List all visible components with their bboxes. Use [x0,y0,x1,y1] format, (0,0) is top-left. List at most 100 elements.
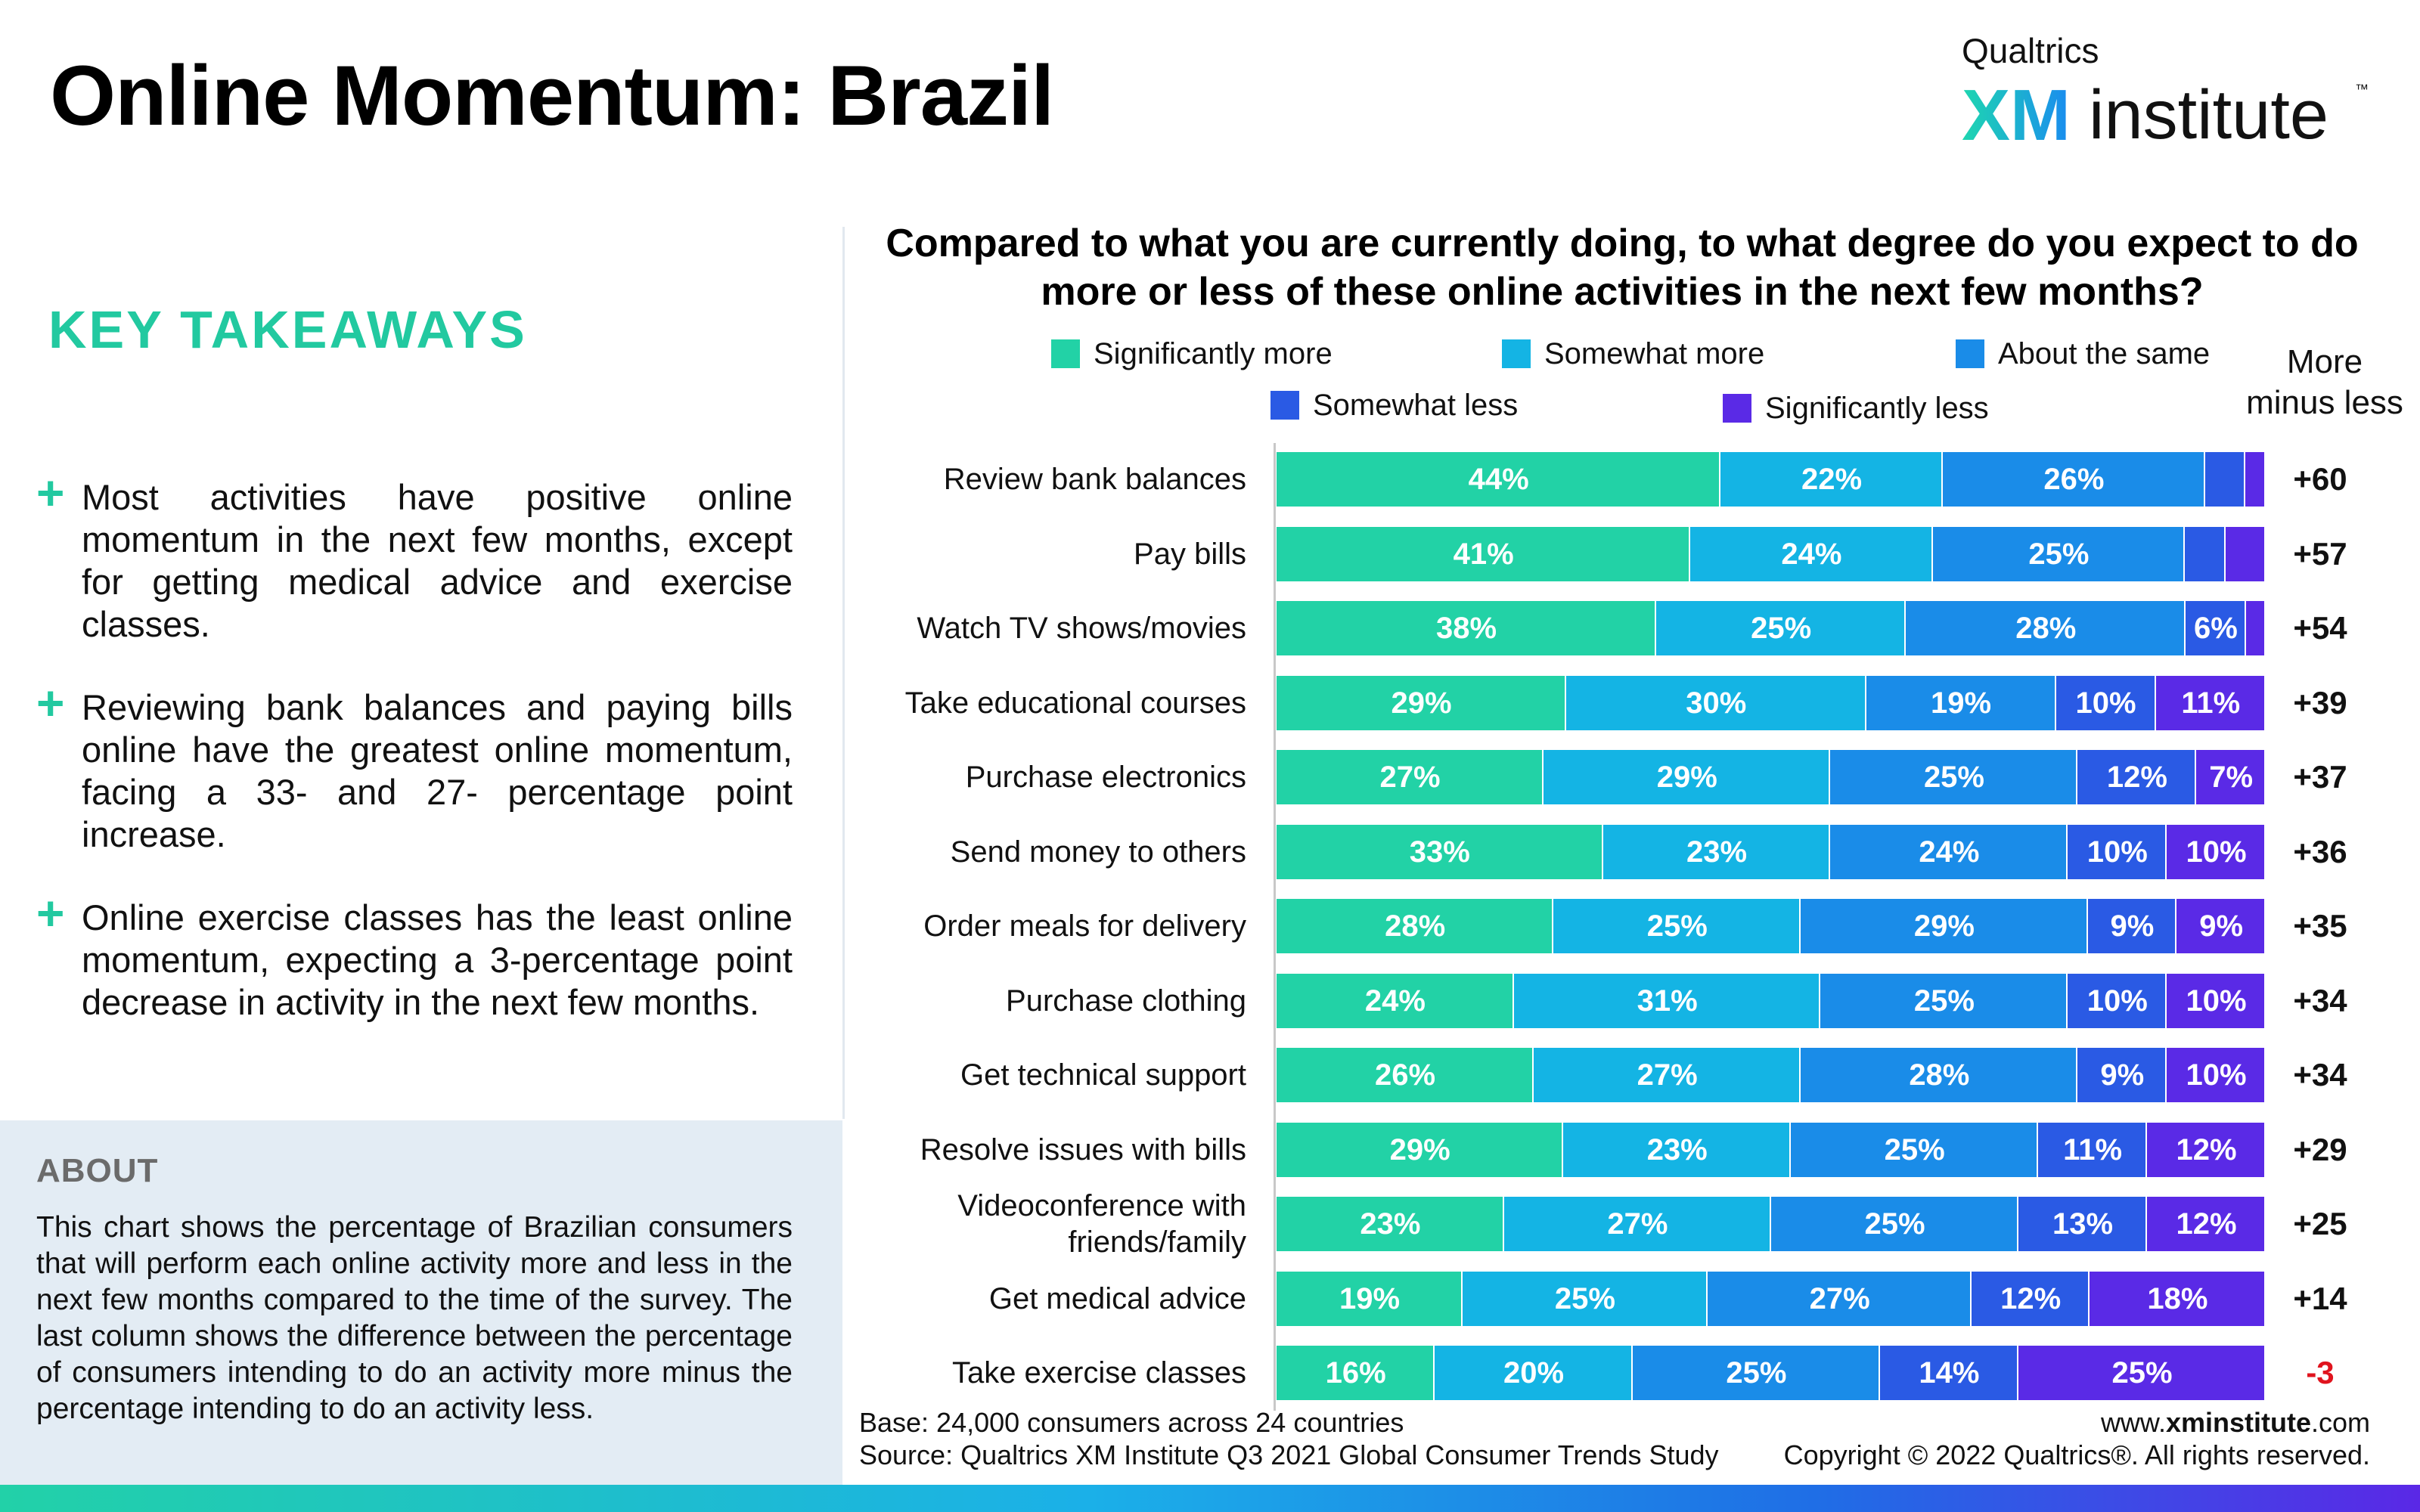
bar-data-label: 24% [1919,835,1980,869]
footer-url[interactable]: www.xminstitute.com [2100,1407,2370,1438]
bar-data-label: 24% [1781,538,1842,571]
category-label: Purchase clothing [1006,984,1246,1018]
net-value: +57 [2293,536,2347,572]
bar-segment [1513,974,1820,1028]
bar-segment [2167,1048,2264,1102]
category-label: Watch TV shows/movies [917,612,1246,645]
bar-segment [1820,974,2067,1028]
legend-item-somewhat-more: Somewhat more [1502,337,1764,371]
bar-segment [2155,676,2264,730]
bar-data-label: 10% [2086,835,2148,869]
bar-segment [2038,1123,2146,1177]
logo-xm-text: XM [1962,75,2071,156]
category-label: Resolve issues with bills [920,1133,1246,1167]
bar-segment [2077,1048,2166,1102]
bar-segment [1277,676,1565,730]
bar-data-label: 13% [2052,1207,2114,1241]
net-header-line-1: More [2286,343,2363,380]
bar-segment [1632,1346,1879,1400]
bar-segment [1277,1123,1562,1177]
plus-icon: + [36,466,65,520]
bar-segment [2225,527,2264,581]
bar-data-label: 11% [2181,686,2241,720]
bar-data-label: 18% [2147,1282,2208,1315]
bar-segment [1463,1272,1706,1326]
logo-qualtrics-text: Qualtrics [1962,31,2099,70]
plus-icon: + [36,676,65,730]
footer-credits: www.xminstitute.com Copyright © 2022 Qua… [1784,1406,2370,1471]
category-label: Review bank balances [943,463,1246,496]
bar-data-label: 25% [1646,909,1708,943]
bar-segment [1906,601,2185,655]
page-title: Online Momentum: Brazil [50,48,1054,143]
bar-data-label: 30% [1686,686,1747,720]
bar-segment [1801,899,2086,953]
legend-swatch [1502,339,1531,368]
bar-data-label: 26% [2043,463,2105,496]
chart-title: Compared to what you are currently doing… [886,222,2359,314]
net-value: +34 [2293,1057,2347,1092]
bar-segment [1277,899,1553,953]
bar-data-label: 27% [1607,1207,1668,1241]
bar-data-label: 12% [2106,761,2167,794]
bar-segment [1690,527,1931,581]
takeaway-text: Reviewing bank balances and paying bills… [82,687,793,854]
net-value: +34 [2293,983,2347,1018]
bar-data-label: 19% [1930,686,1992,720]
bar-data-label: 24% [1364,984,1426,1018]
bar-segment [2147,1123,2264,1177]
bar-segment [2087,899,2176,953]
about-panel: ABOUT This chart shows the percentage of… [0,1120,842,1485]
legend-swatch [1723,394,1751,423]
column-divider [842,227,845,1119]
bar-segment [2196,750,2264,804]
net-value: +35 [2293,908,2347,943]
bar-data-label: 25% [1884,1133,1945,1167]
bar-data-label: 29% [1389,1133,1450,1167]
category-label: Purchase electronics [965,761,1246,794]
bar-segment [1932,527,2184,581]
legend-item-significantly-more: Significantly more [1051,337,1333,371]
bar-data-label: 27% [1637,1058,1698,1092]
bar-data-label: 7% [2209,761,2254,794]
bar-segment [2147,1197,2264,1251]
net-value: +37 [2293,759,2347,795]
takeaway-item-3: + Online exercise classes has the least … [36,889,793,1024]
bar-data-label: 29% [1913,909,1975,943]
bar-segment [1503,1197,1770,1251]
legend-label: About the same [1998,337,2211,370]
category-label: Get technical support [960,1058,1246,1092]
bar-segment [1830,750,2077,804]
bar-data-label: 31% [1637,984,1698,1018]
bar-segment [1656,601,1905,655]
bar-data-label: 25% [2028,538,2090,571]
legend-label: Significantly less [1765,392,1989,425]
bar-data-label: 10% [2186,835,2247,869]
bar-segment [2089,1272,2264,1326]
category-label: Take exercise classes [951,1356,1246,1390]
footer-source-text: Source: Qualtrics XM Institute Q3 2021 G… [859,1439,1719,1470]
bar-segment [2204,452,2245,507]
category-label: Take educational courses [904,686,1246,720]
net-value: +25 [2293,1206,2347,1241]
about-heading: ABOUT [36,1152,159,1189]
bar-segment [2167,974,2264,1028]
net-value: -3 [2306,1355,2335,1390]
bar-data-label: 20% [1503,1356,1565,1390]
bar-segment [1277,452,1720,507]
legend-item-about-the-same: About the same [1956,337,2210,371]
footer-source: Base: 24,000 consumers across 24 countri… [859,1406,1719,1471]
bar-data-label: 10% [2186,1058,2247,1092]
bar-data-label: 19% [1339,1282,1401,1315]
bar-segment [2018,1197,2146,1251]
bar-data-label: 14% [1919,1356,1980,1390]
bar-data-label: 41% [1453,538,1514,571]
bar-data-label: 27% [1379,761,1441,794]
legend-label: Significantly more [1094,337,1333,370]
bar-segment [1791,1123,2037,1177]
bar-segment [2077,750,2195,804]
bar-segment [1566,676,1865,730]
net-value: +29 [2293,1132,2347,1167]
bar-data-label: 25% [1923,761,1984,794]
bar-segment [2068,974,2166,1028]
